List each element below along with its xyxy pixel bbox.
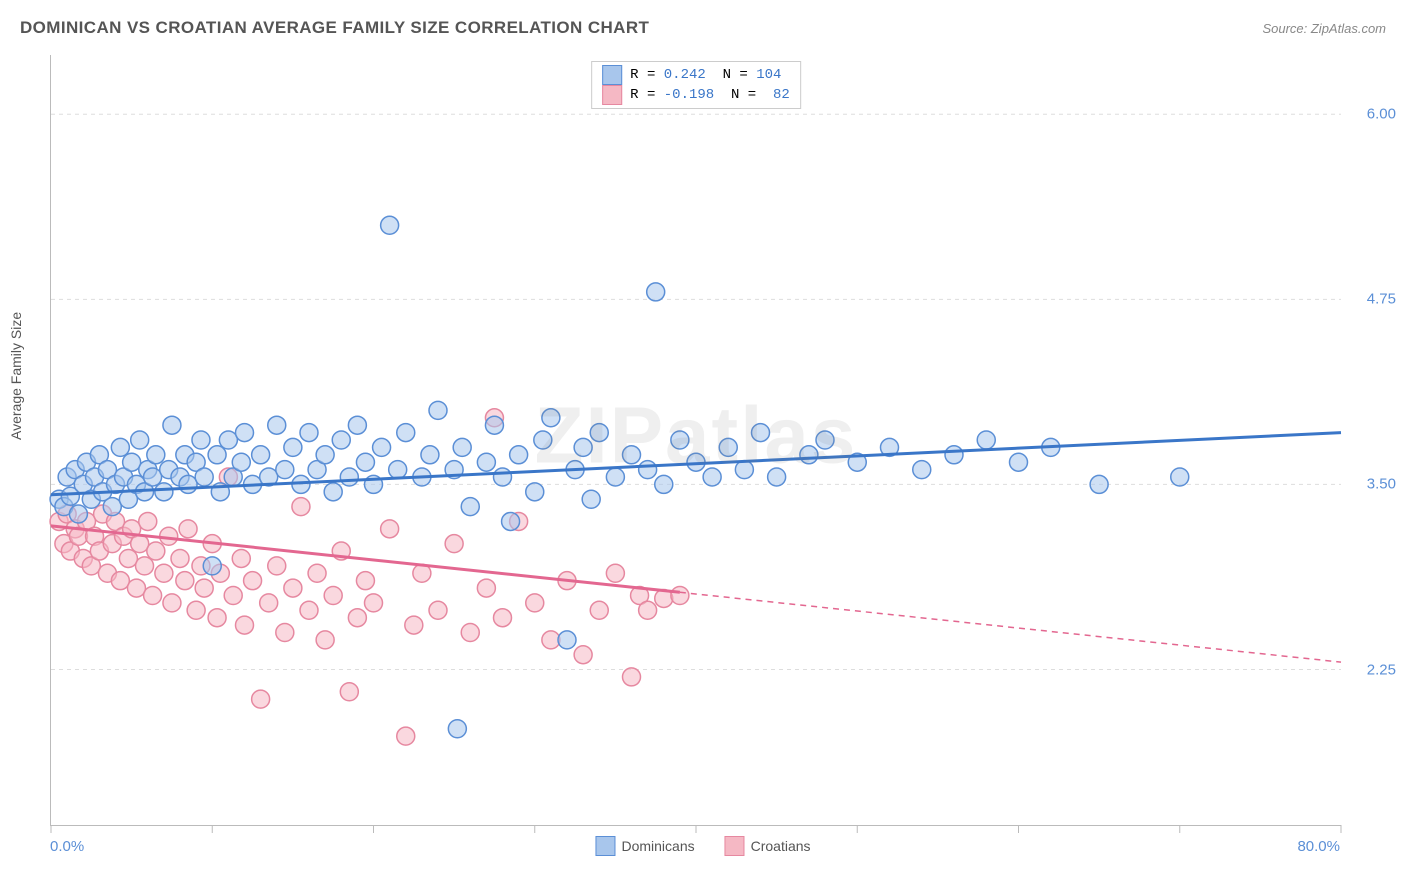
source-label: Source: ZipAtlas.com — [1262, 21, 1386, 36]
plot-area: ZIPatlas R = 0.242 N = 104 R = -0.198 N … — [50, 55, 1341, 826]
y-tick-label: 4.75 — [1367, 291, 1396, 308]
legend-label-dominicans: Dominicans — [621, 838, 694, 854]
legend-r-croatians: R = -0.198 N = 82 — [630, 87, 790, 103]
legend-r-dominicans: R = 0.242 N = 104 — [630, 67, 781, 83]
series-legend: Dominicans Croatians — [595, 836, 810, 856]
y-tick-label: 3.50 — [1367, 476, 1396, 493]
legend-swatch-dominicans-bottom — [595, 836, 615, 856]
legend-label-croatians: Croatians — [751, 838, 811, 854]
correlation-legend: R = 0.242 N = 104 R = -0.198 N = 82 — [591, 61, 801, 109]
legend-swatch-croatians — [602, 85, 622, 105]
chart-svg — [51, 55, 1341, 825]
y-axis-label: Average Family Size — [8, 312, 24, 440]
legend-swatch-dominicans — [602, 65, 622, 85]
legend-swatch-croatians-bottom — [725, 836, 745, 856]
chart-title: DOMINICAN VS CROATIAN AVERAGE FAMILY SIZ… — [20, 18, 649, 38]
x-axis-max-label: 80.0% — [1297, 838, 1340, 855]
x-axis-min-label: 0.0% — [50, 838, 84, 855]
y-tick-label: 6.00 — [1367, 106, 1396, 123]
y-tick-label: 2.25 — [1367, 661, 1396, 678]
